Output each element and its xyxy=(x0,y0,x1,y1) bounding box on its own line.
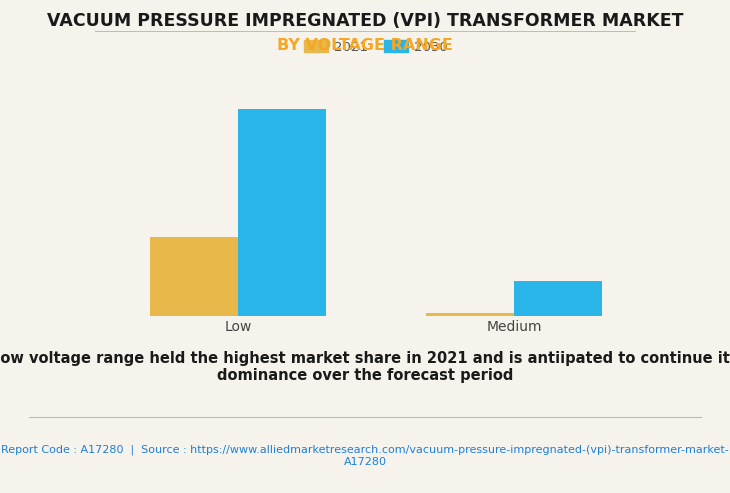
Text: Report Code : A17280  |  Source : https://www.alliedmarketresearch.com/vacuum-pr: Report Code : A17280 | Source : https://… xyxy=(1,445,729,467)
Bar xyxy=(238,109,326,316)
Text: Low voltage range held the highest market share in 2021 and is antiipated to con: Low voltage range held the highest marke… xyxy=(0,351,730,384)
Bar xyxy=(426,313,514,316)
Text: VACUUM PRESSURE IMPREGNATED (VPI) TRANSFORMER MARKET: VACUUM PRESSURE IMPREGNATED (VPI) TRANSF… xyxy=(47,12,683,30)
Bar xyxy=(514,281,602,316)
Text: BY VOLTAGE RANGE: BY VOLTAGE RANGE xyxy=(277,38,453,53)
Bar xyxy=(150,237,238,316)
Legend: 2021, 2030: 2021, 2030 xyxy=(299,35,453,59)
